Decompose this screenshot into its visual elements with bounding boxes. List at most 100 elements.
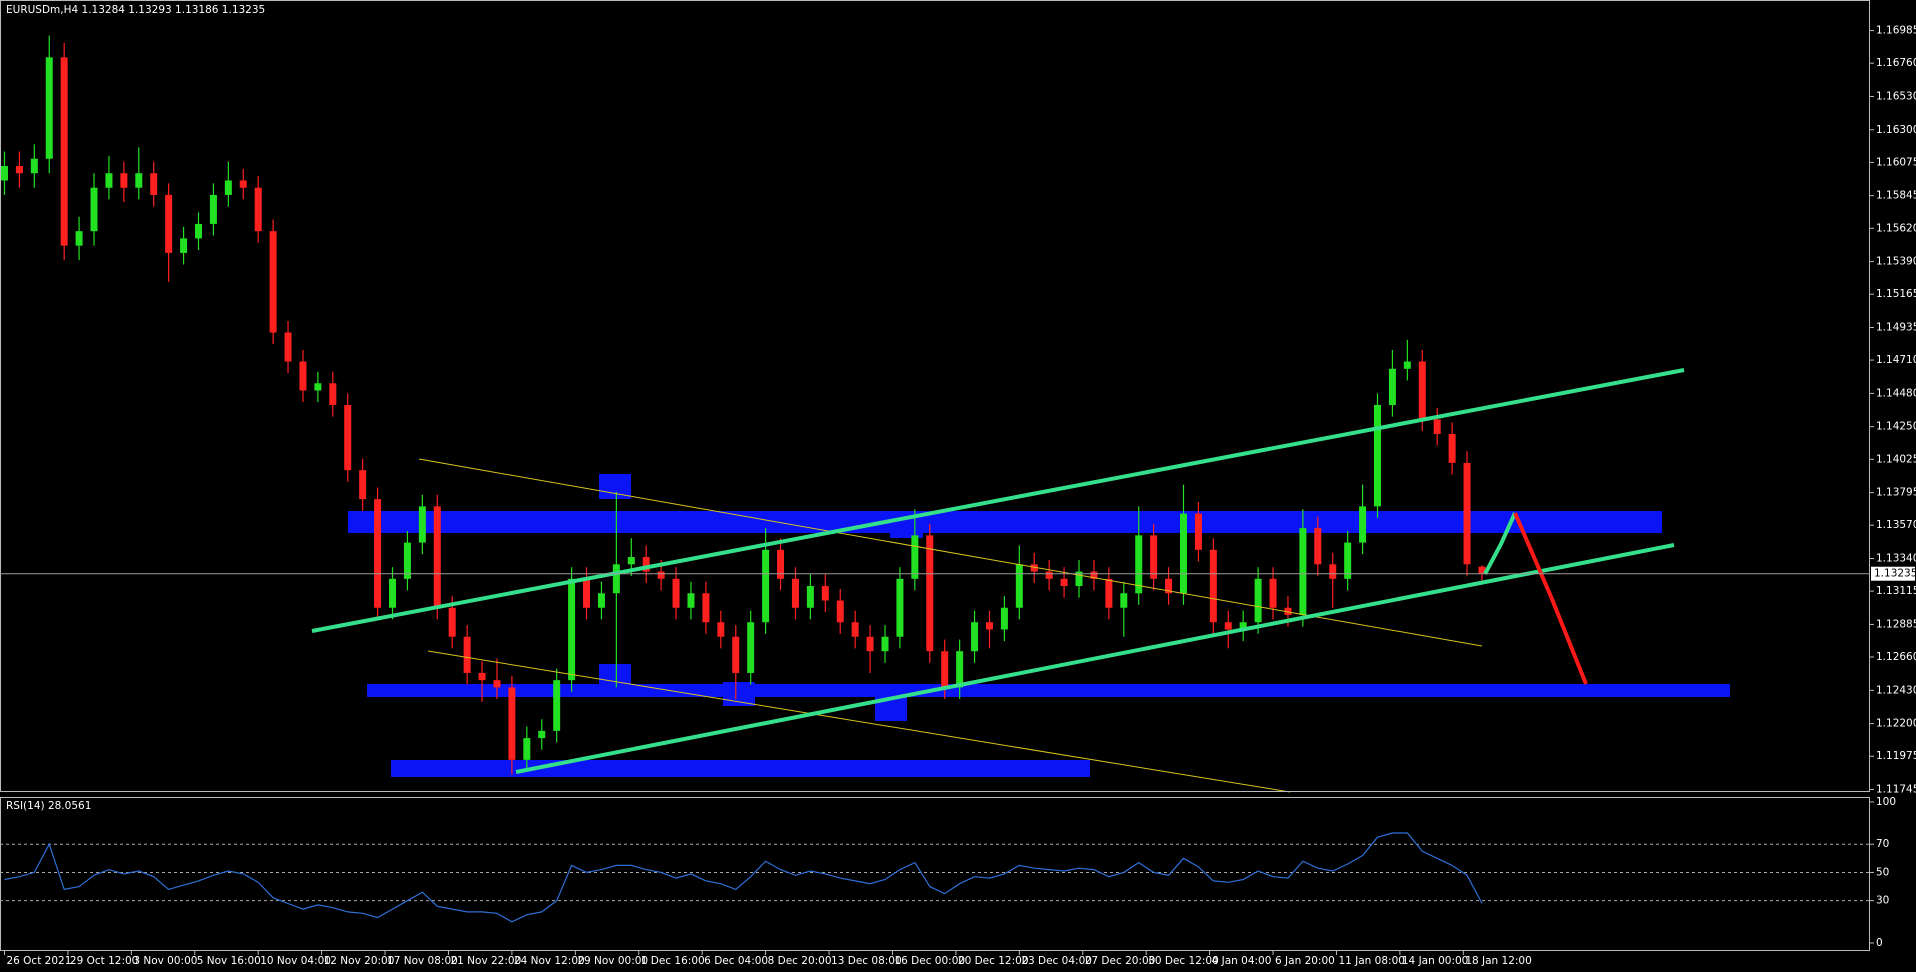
zone <box>723 682 755 706</box>
candle-body <box>687 593 695 608</box>
trendlines <box>311 368 1685 793</box>
candle-body <box>836 600 844 623</box>
candle-body <box>732 636 740 673</box>
trendline <box>515 543 1675 774</box>
y-tick-label: 1.16075 <box>1876 156 1916 168</box>
y-tick-label: 1.16985 <box>1876 25 1916 37</box>
candle-body <box>30 158 38 174</box>
y-tick-label: 1.13115 <box>1876 585 1916 597</box>
trendline <box>418 458 1483 647</box>
y-tick-label: 30 <box>1876 895 1889 907</box>
candle-body <box>1388 368 1396 405</box>
candle-body <box>926 535 934 652</box>
candle-body <box>433 506 441 608</box>
x-tick-label: 6 Jan 20:00 <box>1275 955 1335 967</box>
x-tick-label: 10 Nov 04:00 <box>260 955 331 967</box>
candle-body <box>1105 578 1113 608</box>
candle-body <box>911 535 919 579</box>
rsi-panel-frame <box>0 797 1870 951</box>
candle-body <box>1000 607 1008 630</box>
zone <box>599 664 631 684</box>
y-tick-label: 0 <box>1876 937 1883 949</box>
candle-body <box>672 578 680 608</box>
x-tick-label: 20 Dec 12:00 <box>958 955 1029 967</box>
candle-body <box>627 557 635 565</box>
x-tick-label: 5 Nov 16:00 <box>197 955 261 967</box>
candle-body <box>1120 593 1128 608</box>
candle-body <box>1269 578 1277 608</box>
candle-body <box>478 672 486 681</box>
candle-body <box>0 165 8 181</box>
candle-body <box>1209 549 1217 623</box>
x-tick-label: 27 Dec 20:00 <box>1085 955 1156 967</box>
y-tick-label: 1.14710 <box>1876 354 1916 366</box>
price-panel-frame <box>0 0 1870 792</box>
y-tick-label: 1.14480 <box>1876 387 1916 399</box>
y-tick-label: 1.13570 <box>1876 519 1916 531</box>
y-tick-label: 1.15165 <box>1876 288 1916 300</box>
trendline <box>311 368 1685 633</box>
candle-body <box>896 578 904 637</box>
candle-body <box>985 622 993 630</box>
candle-body <box>1299 528 1307 616</box>
zone <box>599 474 631 499</box>
candle-body <box>553 680 561 731</box>
candle-body <box>1403 361 1411 369</box>
candle-body <box>150 173 158 195</box>
candle-body <box>180 238 188 253</box>
x-tick-label: 4 Jan 04:00 <box>1212 955 1272 967</box>
x-tick-label: 1 Dec 16:00 <box>641 955 705 967</box>
candle-body <box>702 593 710 623</box>
candle-body <box>209 194 217 224</box>
x-tick-label: 6 Dec 04:00 <box>704 955 768 967</box>
candle-body <box>239 180 247 188</box>
candle-body <box>1075 571 1083 587</box>
y-tick-label: 1.16760 <box>1876 57 1916 69</box>
y-tick-label: 1.12200 <box>1876 718 1916 730</box>
y-tick-label: 1.14250 <box>1876 421 1916 433</box>
candle-body <box>448 607 456 637</box>
candle-body <box>359 470 367 500</box>
x-tick-label: 13 Dec 08:00 <box>831 955 902 967</box>
arrow-down <box>1513 512 1588 685</box>
candle-body <box>1418 361 1426 420</box>
candle-body <box>1448 433 1456 463</box>
candle-body <box>1135 535 1143 594</box>
x-tick-label: 14 Jan 00:00 <box>1402 955 1468 967</box>
candle-body <box>851 622 859 637</box>
candle-body <box>105 173 113 188</box>
candle-body <box>1314 528 1322 565</box>
x-tick-label: 26 Oct 2021 <box>6 955 71 967</box>
y-tick-label: 1.13795 <box>1876 487 1916 499</box>
candle-body <box>1060 578 1068 587</box>
candle-body <box>508 687 516 760</box>
candle-body <box>45 57 53 159</box>
candle-body <box>612 564 620 594</box>
x-tick-label: 16 Dec 00:00 <box>894 955 965 967</box>
y-tick-label: 1.12660 <box>1876 651 1916 663</box>
candle-body <box>642 557 650 572</box>
candle-body <box>881 636 889 652</box>
candle-body <box>314 383 322 391</box>
candle-body <box>1254 578 1262 623</box>
candle-body <box>1015 564 1023 608</box>
candle-body <box>1329 564 1337 579</box>
candle-body <box>1165 578 1173 594</box>
y-tick-label: 1.16300 <box>1876 124 1916 136</box>
candle-body <box>657 571 665 579</box>
candle-body <box>1179 513 1187 594</box>
candle-body <box>224 180 232 195</box>
y-tick-label: 1.15620 <box>1876 222 1916 234</box>
y-tick-label: 1.11975 <box>1876 750 1916 762</box>
candle-body <box>403 542 411 579</box>
y-tick-label: 1.12430 <box>1876 684 1916 696</box>
candle-body <box>1090 571 1098 579</box>
zone <box>391 760 1090 777</box>
candle-body <box>15 165 23 174</box>
candle-body <box>717 622 725 637</box>
x-tick-label: 29 Nov 00:00 <box>577 955 648 967</box>
candle-body <box>284 332 292 362</box>
